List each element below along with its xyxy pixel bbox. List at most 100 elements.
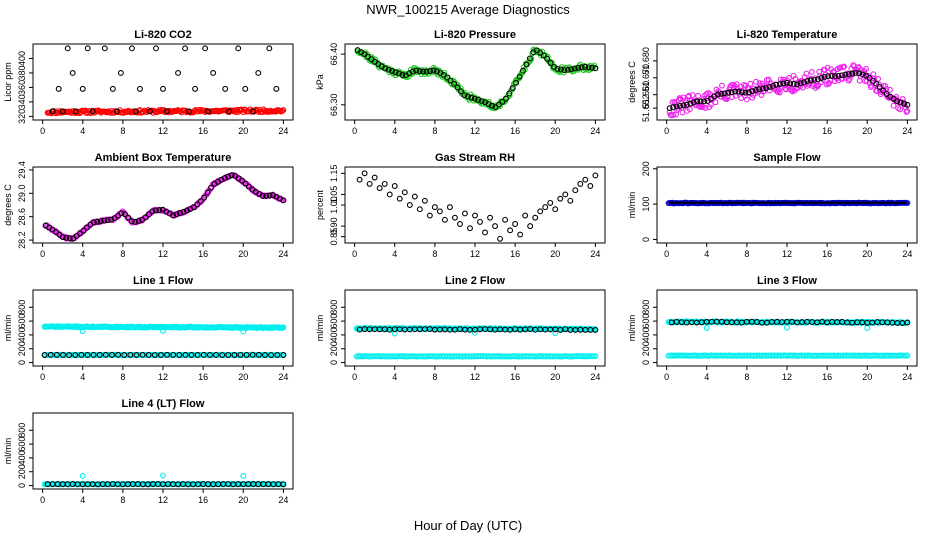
- data-point: [201, 194, 208, 201]
- data-point: [544, 55, 551, 62]
- data-point: [794, 81, 801, 88]
- y-tick-label: 66.30: [329, 94, 339, 117]
- data-point: [128, 218, 135, 225]
- data-point: [526, 55, 533, 62]
- data-point: [146, 211, 152, 218]
- data-layer: [665, 318, 911, 359]
- y-axis-label: degrees C: [627, 61, 637, 103]
- data-point: [63, 234, 70, 241]
- panel-3: Li-820 Temperature degrees C 0 4 8 12 16 20 24 51…: [627, 29, 918, 136]
- data-point: [464, 93, 471, 100]
- data-point: [143, 125, 148, 130]
- x-tick-label: 16: [198, 249, 208, 259]
- y-tick-label: 340: [17, 94, 27, 109]
- data-point: [497, 235, 504, 242]
- data-point: [875, 75, 881, 82]
- x-tick-label: 24: [590, 249, 600, 259]
- data-point: [554, 65, 561, 72]
- data-point: [41, 352, 48, 358]
- data-point: [587, 183, 594, 189]
- data-point: [468, 94, 475, 101]
- data-point: [780, 76, 787, 83]
- data-point: [176, 352, 183, 358]
- data-point: [274, 351, 281, 358]
- data-point: [458, 88, 464, 95]
- data-point: [182, 45, 189, 52]
- x-tick-label: 20: [550, 126, 560, 136]
- data-point: [756, 86, 763, 93]
- data-point: [752, 78, 759, 85]
- data-point: [592, 172, 599, 179]
- data-point: [200, 351, 207, 358]
- data-point: [567, 197, 574, 204]
- x-tick-label: 8: [744, 249, 749, 259]
- x-tick-label: 4: [704, 126, 709, 136]
- panel-2: Li-820 Pressure kPa 0 4 8 12 16 20 24 66.30 66.40: [315, 29, 606, 136]
- y-tick-label: 800: [17, 423, 27, 438]
- data-point: [742, 89, 749, 96]
- y-tick-label: 600: [641, 314, 651, 329]
- x-tick-label: 16: [198, 495, 208, 505]
- data-point: [472, 212, 478, 219]
- data-point: [133, 351, 140, 358]
- panel-6: Sample Flow ml/min 0 4 8 12 16 20 24 0 100 200: [627, 152, 918, 259]
- data-point: [45, 125, 50, 130]
- data-layer: [353, 324, 599, 360]
- y-tick-label: 0: [641, 237, 651, 242]
- data-point: [856, 70, 863, 77]
- data-point: [897, 99, 904, 106]
- data-point: [273, 85, 280, 92]
- data-point: [807, 77, 814, 84]
- series-1-min-flow-a: [41, 323, 287, 335]
- data-point: [462, 210, 468, 217]
- data-point: [386, 191, 393, 198]
- data-point: [677, 102, 683, 109]
- x-tick-label: 12: [782, 372, 792, 382]
- data-point: [790, 81, 797, 87]
- data-point: [389, 67, 396, 74]
- data-point: [80, 227, 87, 234]
- x-tick-label: 24: [590, 126, 600, 136]
- panel-title: Ambient Box Temperature: [95, 152, 232, 164]
- panel-title: Li-820 Temperature: [737, 29, 838, 41]
- data-point: [513, 79, 520, 86]
- data-point: [396, 70, 402, 77]
- data-point: [239, 177, 245, 184]
- series-1-min-flow-b: [353, 353, 599, 360]
- outlier-point: [79, 472, 86, 479]
- data-point: [53, 351, 60, 358]
- panel-title: Gas Stream RH: [435, 152, 515, 164]
- data-point: [361, 170, 368, 177]
- data-point: [821, 73, 828, 80]
- data-point: [801, 79, 807, 86]
- y-tick-label: 800: [17, 300, 27, 315]
- data-point: [280, 352, 287, 358]
- data-point: [666, 105, 673, 112]
- data-point: [72, 108, 79, 115]
- data-point: [175, 70, 181, 76]
- data-point: [537, 208, 544, 215]
- data-point: [457, 85, 464, 92]
- data-point: [228, 172, 235, 179]
- data-point: [173, 211, 180, 218]
- data-point: [401, 189, 408, 196]
- data-point: [478, 98, 485, 105]
- data-point: [446, 204, 453, 211]
- x-tick-label: 20: [238, 126, 248, 136]
- data-point: [139, 351, 146, 358]
- x-tick-label: 16: [198, 372, 208, 382]
- data-point: [728, 89, 735, 96]
- y-tick-label: 800: [329, 300, 339, 315]
- y-tick-label: 800: [641, 300, 651, 315]
- y-axis-label: ml/min: [315, 315, 325, 342]
- data-point: [183, 207, 190, 214]
- data-point: [279, 108, 286, 115]
- data-point: [416, 68, 423, 75]
- y-tick-label: 29.0: [17, 185, 27, 203]
- data-point: [89, 108, 96, 115]
- data-point: [904, 108, 911, 114]
- data-point: [487, 214, 493, 221]
- data-point: [55, 85, 62, 92]
- data-point: [763, 85, 770, 92]
